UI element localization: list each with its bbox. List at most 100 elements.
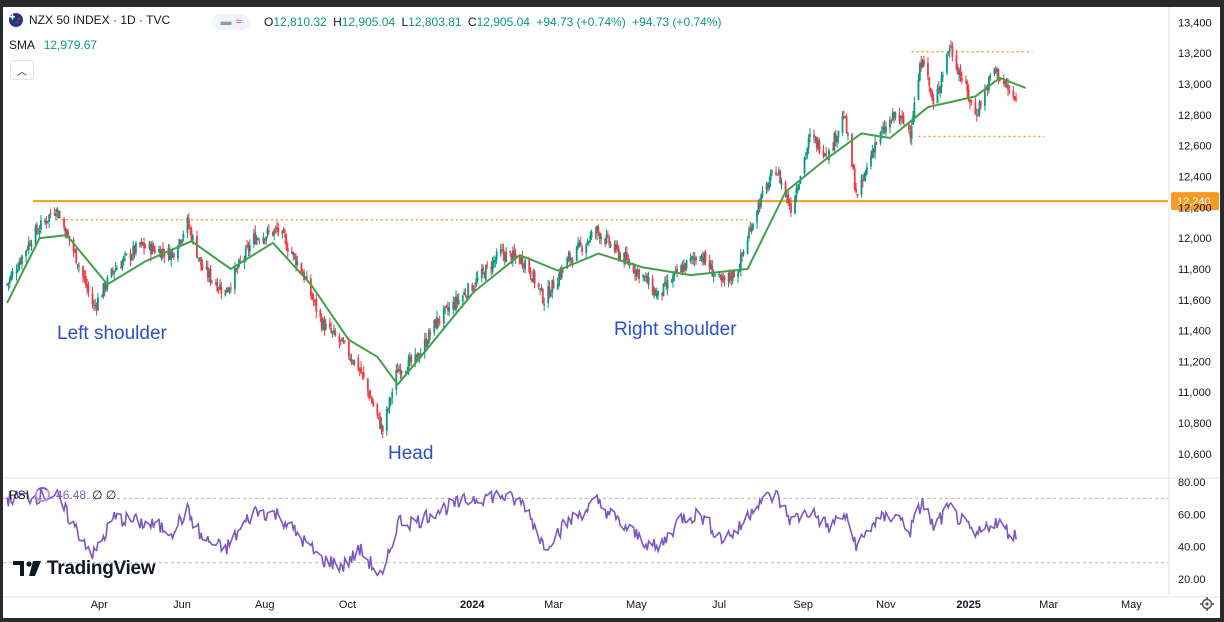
candle-body: [989, 76, 992, 78]
candle-body: [864, 171, 867, 177]
candle-body: [872, 149, 875, 152]
candle-body: [258, 240, 261, 242]
candle-body: [855, 188, 857, 193]
candle-body: [357, 357, 360, 371]
candle-body: [832, 149, 834, 151]
rsi-pane: 20.00 40.00 60.00 80.00: [3, 477, 1206, 586]
time-axis[interactable]: Apr Jun Aug Oct 2024 Mar May Jul Sep Nov 2025 Mar Ma…: [91, 599, 1143, 611]
candle-body: [834, 133, 837, 143]
candle-body: [21, 255, 23, 265]
high-label: H: [333, 15, 342, 29]
time-tick-label: May: [1121, 599, 1142, 611]
settings-gear-icon[interactable]: [1199, 596, 1215, 612]
candle-body: [328, 323, 331, 327]
candle-body: [624, 253, 627, 264]
candle-body: [922, 60, 925, 66]
candle-body: [281, 230, 284, 235]
time-tick-label: Jun: [173, 599, 191, 611]
candle-body: [575, 246, 578, 261]
rsi-tick-label: 60.00: [1178, 509, 1206, 521]
candle-body: [552, 281, 555, 289]
candle-body: [528, 258, 531, 273]
candle-body: [851, 134, 853, 167]
candle-body: [852, 165, 855, 169]
candle-body: [880, 131, 883, 133]
candle-body: [807, 138, 810, 149]
candle-body: [97, 297, 99, 311]
price-tick-label: 13,400: [1178, 17, 1212, 29]
candle-body: [756, 211, 758, 223]
candle-body: [343, 340, 346, 342]
candle-body: [404, 371, 407, 373]
candle-body: [341, 337, 343, 342]
open-value: 12,810.32: [273, 15, 327, 29]
candle-body: [444, 306, 447, 309]
close-value: 12,905.04: [476, 15, 530, 29]
candle-body: [499, 249, 502, 254]
candle-body: [65, 229, 68, 239]
visibility-toggle[interactable]: ▬ ≈: [212, 14, 250, 30]
candle-body: [787, 194, 790, 204]
candle-body: [200, 257, 202, 266]
candle-body: [380, 423, 383, 429]
approx-icon: ≈: [235, 16, 242, 28]
candle-body: [510, 253, 513, 263]
candle-body: [670, 281, 673, 283]
candle-body: [993, 68, 996, 74]
time-tick-label: Sep: [793, 599, 813, 611]
price-axis[interactable]: 10,600 10,800 11,000 11,200 11,400 11,600 11,8…: [1178, 17, 1212, 460]
price-tick-label: 12,600: [1178, 141, 1212, 153]
candle-body: [83, 276, 86, 279]
candle-body: [550, 294, 552, 297]
candle-body: [17, 269, 19, 272]
symbol-title[interactable]: NZX 50 INDEX · 1D · TVC: [29, 13, 171, 27]
candle-body: [84, 276, 87, 285]
candle-body: [569, 253, 571, 261]
candle-body: [482, 267, 485, 271]
candle-body: [654, 289, 657, 296]
candle-body: [48, 214, 51, 222]
candle-body: [8, 278, 11, 284]
candle-body: [495, 251, 498, 260]
candle-body: [737, 272, 739, 277]
candle-body: [38, 231, 41, 233]
candle-body: [768, 182, 771, 188]
candle-body: [623, 252, 626, 264]
candle-body: [49, 212, 52, 215]
candle-body: [566, 258, 569, 269]
time-tick-label: 2024: [460, 599, 485, 611]
sma-label: SMA: [9, 38, 35, 52]
candle-body: [228, 287, 231, 291]
grid: [3, 7, 1220, 598]
candle-body: [803, 157, 806, 174]
candle-body: [56, 208, 59, 213]
candle-body: [502, 249, 505, 256]
rsi-legend[interactable]: RSI 46.48 ∅ ∅: [9, 487, 116, 502]
candle-body: [750, 228, 753, 232]
candle-body: [559, 271, 562, 277]
sma-legend[interactable]: SMA 12,979.67: [9, 38, 97, 52]
candle-body: [661, 292, 664, 296]
candle-body: [513, 250, 516, 256]
candle-body: [163, 254, 166, 257]
candle-body: [828, 149, 830, 161]
candle-body: [769, 173, 772, 181]
candle-body: [921, 60, 924, 67]
candle-body: [309, 278, 312, 296]
rsi-label: RSI: [9, 487, 30, 502]
tradingview-logo[interactable]: TradingView: [13, 558, 156, 580]
candle-body: [665, 281, 668, 287]
candle-body: [651, 278, 654, 295]
candle-body: [672, 275, 674, 282]
symbol-header: NZX 50 INDEX · 1D · TVC: [9, 13, 170, 27]
candle-body: [695, 256, 697, 261]
candle-body: [59, 216, 61, 218]
candle-body: [746, 240, 749, 254]
candle-body: [46, 220, 49, 222]
chart-canvas[interactable]: 12,240 10,600 10,800 11,000 11,200 11,400 11,…: [3, 7, 1220, 618]
annotation-right-shoulder: Right shoulder: [614, 319, 737, 340]
collapse-legend-button[interactable]: ︿: [10, 60, 34, 80]
candle-body: [1008, 90, 1011, 92]
candle-body: [940, 76, 943, 88]
candle-body: [586, 241, 589, 244]
